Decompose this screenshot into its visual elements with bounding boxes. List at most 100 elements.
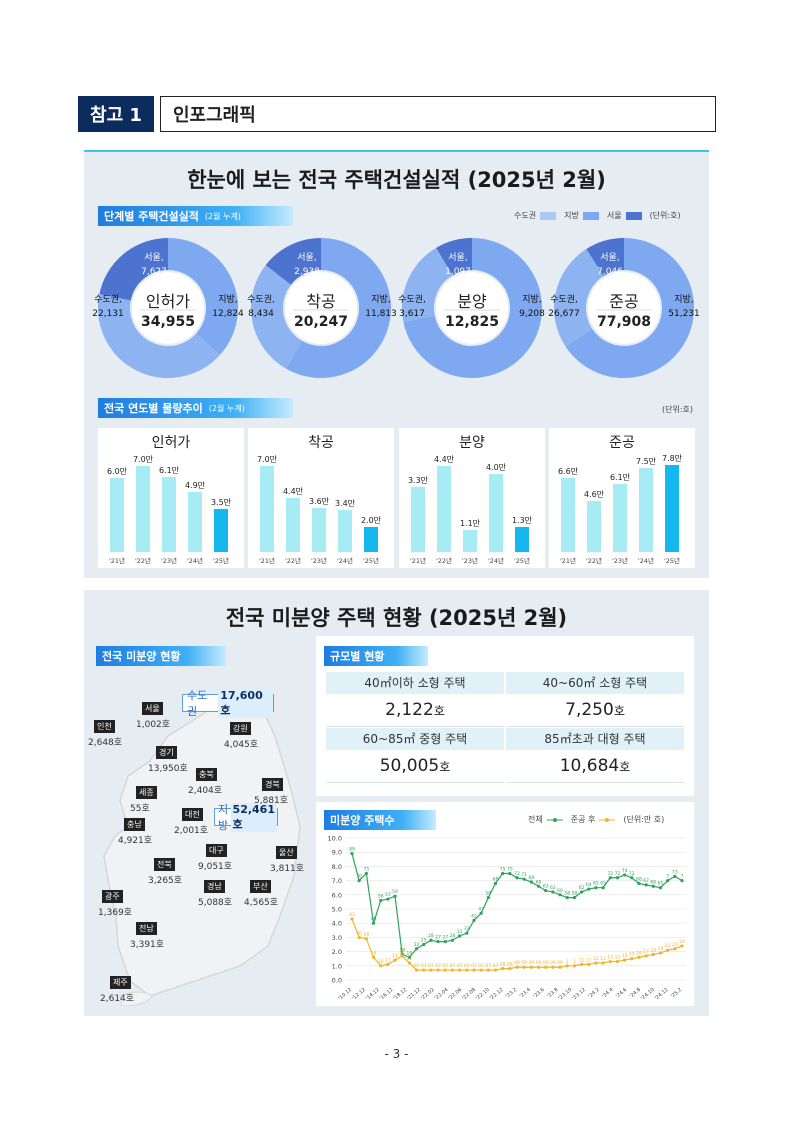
- after-point: [558, 965, 562, 969]
- metro-value: 22,131: [92, 309, 124, 319]
- after-point-label: 18: [650, 947, 656, 953]
- after-point: [615, 959, 620, 964]
- seoul-label: 서울,: [297, 253, 317, 263]
- trend-year-tick: '25년: [513, 557, 531, 565]
- region-name: 충북: [196, 768, 217, 781]
- total-point-label: 7: [681, 874, 684, 880]
- region-name: 세종: [136, 786, 157, 799]
- after-point-label: 07: [414, 963, 420, 969]
- size-value-unit: 호: [613, 704, 625, 718]
- total-point-label: 42: [471, 913, 477, 919]
- region-value: 2,614호: [100, 994, 135, 1004]
- x-tick-label: '24.12: [654, 987, 670, 1002]
- total-point: [666, 879, 670, 883]
- total-point-label: 68: [493, 876, 499, 882]
- after-point: [680, 944, 684, 948]
- after-point: [508, 967, 512, 971]
- total-point-label: 40: [371, 916, 377, 922]
- korea-mainland: [103, 695, 301, 997]
- total-point-label: 16: [407, 950, 413, 956]
- trend-bar: [587, 500, 601, 552]
- x-tick-label: '21.12: [406, 987, 422, 1002]
- after-point-label: 09: [557, 960, 563, 966]
- metro-value: 8,434: [248, 309, 274, 319]
- trend-year-tick: '23년: [310, 557, 328, 565]
- after-point-label: 09: [514, 960, 520, 966]
- after-point-label: 21: [665, 943, 671, 949]
- trend-bar: [463, 530, 477, 552]
- x-tick-label: '22.02: [420, 987, 436, 1002]
- after-point: [658, 951, 663, 955]
- donut-chart: [98, 238, 238, 378]
- seoul-label: 서울,: [600, 253, 620, 263]
- total-point: [472, 918, 476, 922]
- total-point-label: 31: [457, 929, 463, 935]
- local-box-label: 지방: [218, 803, 229, 832]
- total-point-label: 71: [521, 872, 527, 878]
- trend-bar-label: 3.4만: [334, 499, 356, 509]
- after-point-label: 13: [615, 955, 621, 961]
- local-value: 12,824: [212, 309, 244, 319]
- trend-card-4: 준공 6.6만 '21년 4.6만 '22년 6.1만 '23년 7.5만 '24년 7.8만 '2…: [549, 428, 695, 568]
- x-tick-label: '25.2: [670, 987, 683, 1000]
- after-point-label: 09: [528, 960, 534, 966]
- total-point: [594, 886, 598, 890]
- legend-line-unit: (단위:만 호): [623, 815, 665, 824]
- trend-bar: [214, 508, 228, 552]
- metro-box-label: 수도권: [187, 689, 208, 718]
- after-point: [350, 917, 354, 921]
- after-point: [623, 958, 627, 962]
- after-point: [458, 968, 462, 972]
- region-value: 2,404호: [188, 786, 223, 796]
- after-point: [450, 968, 455, 972]
- trend-bar-label: 7.0만: [256, 454, 278, 464]
- trend-bar-label: 6.1만: [609, 472, 631, 482]
- trend-bar: [613, 483, 627, 552]
- total-point-label: 58: [564, 891, 570, 897]
- after-point: [565, 964, 569, 968]
- trend-bar: [437, 465, 451, 552]
- after-point-label: 30: [356, 930, 362, 936]
- trend-bar: [110, 478, 124, 552]
- local-value: 51,231: [668, 309, 700, 319]
- donut-total: 34,955: [140, 314, 196, 330]
- after-point-label: 22: [672, 942, 678, 948]
- total-point: [565, 896, 569, 900]
- y-tick-label: 6.0: [332, 891, 342, 899]
- total-point: [493, 881, 498, 886]
- after-point: [601, 961, 605, 965]
- donut-3: 분양 12,825 서울, 1,097 수도권, 3,617 지방, 9,208: [398, 238, 545, 378]
- total-point-label: 28: [450, 933, 456, 939]
- x-tick-label: '24.6: [615, 987, 628, 1000]
- after-point: [371, 955, 376, 959]
- total-point: [536, 884, 541, 888]
- legend-seoul: 서울: [606, 211, 622, 220]
- after-point: [637, 955, 641, 959]
- total-point-label: 58: [572, 891, 578, 897]
- y-tick-label: 1.0: [332, 962, 342, 970]
- total-point: [379, 898, 383, 903]
- metro-box: 수도권 17,600호: [182, 688, 274, 718]
- after-point: [536, 965, 541, 969]
- total-point: [651, 884, 655, 888]
- donut-metro-arc: [554, 249, 605, 347]
- after-point: [551, 965, 555, 969]
- after-point: [493, 968, 498, 972]
- total-point: [371, 921, 376, 925]
- after-point-label: 10: [378, 959, 384, 965]
- trend-bar-label: 1.1만: [459, 519, 481, 529]
- trend-bar: [489, 473, 503, 552]
- donut-name: 분양: [457, 292, 487, 311]
- size-separator: [326, 726, 504, 727]
- total-point-label: 59: [392, 889, 398, 895]
- donut-seoul-arc: [265, 238, 322, 286]
- x-tick-label: '18.12: [392, 987, 408, 1002]
- x-tick-label: '22.08: [461, 987, 477, 1002]
- total-point-label: 63: [543, 884, 549, 890]
- trend-year-tick: '24년: [186, 557, 204, 565]
- after-point: [544, 965, 548, 969]
- total-point-label: 68: [636, 876, 642, 882]
- trend-bar-label: 4.4만: [282, 486, 304, 496]
- after-point: [479, 968, 483, 972]
- after-point-label: 11: [579, 957, 585, 963]
